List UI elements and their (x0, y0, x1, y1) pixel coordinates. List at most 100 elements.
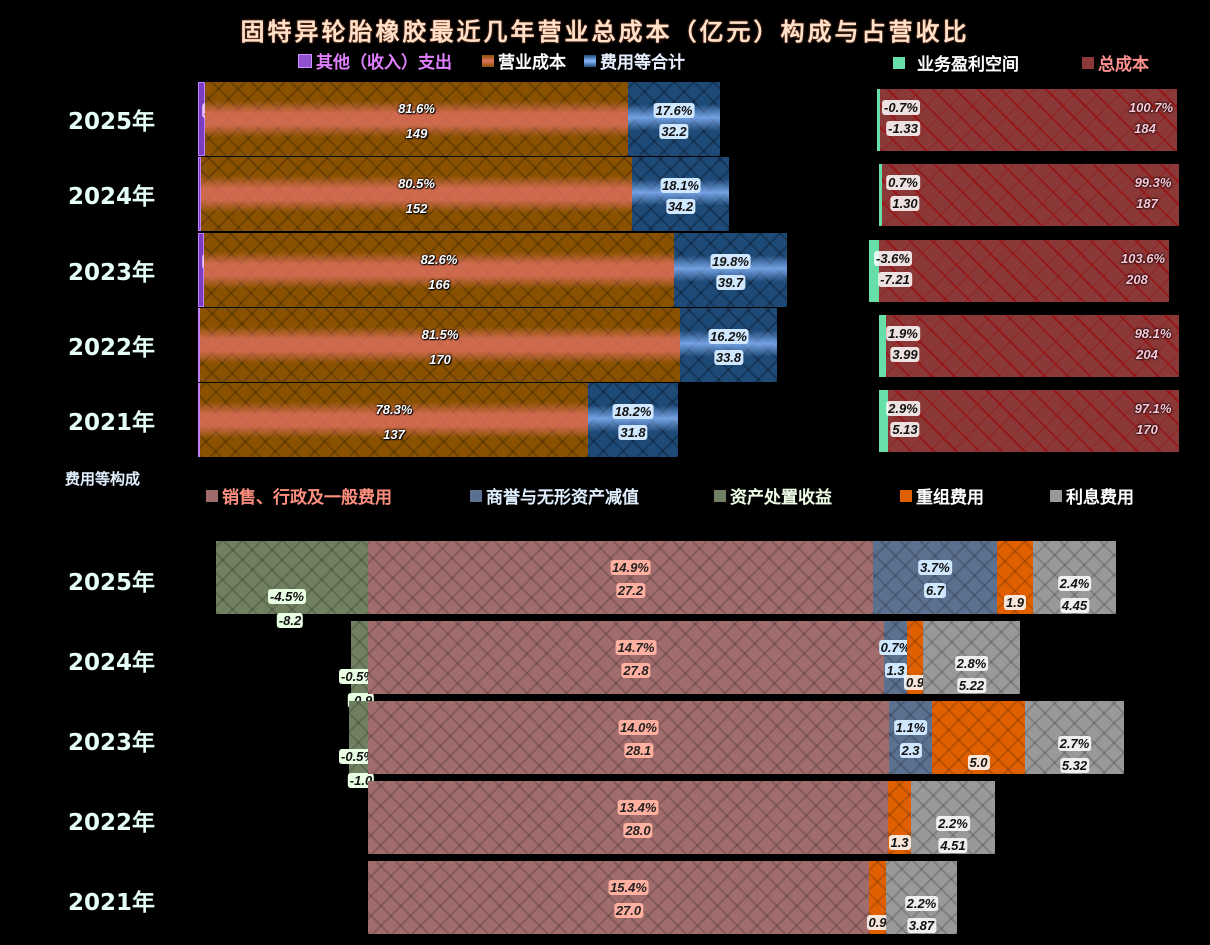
legend-disposal[interactable]: 资产处置收益 (714, 483, 832, 508)
bar-segment-goodwill[interactable] (889, 701, 932, 774)
legend-swatch-icon (1050, 489, 1062, 502)
legend-margin[interactable]: 业务盈利空间 (893, 50, 1019, 75)
legend-swatch-icon (206, 489, 218, 502)
bar-label-value: 28.0 (623, 823, 653, 838)
bar-label-value: -1.33 (886, 121, 920, 136)
bar-label-value: 34.2 (665, 199, 696, 214)
bar-segment-other[interactable] (198, 157, 201, 231)
legend-label: 其他（收入）支出 (316, 53, 452, 73)
bar-segment-sga[interactable] (368, 621, 884, 694)
legend-label: 营业成本 (498, 53, 566, 73)
legend-other[interactable]: 其他（收入）支出 (298, 48, 452, 73)
bar-label-pct: 81.6% (398, 101, 435, 116)
bar-label-pct: -0.7% (882, 100, 920, 115)
year-label: 2025年 (68, 109, 156, 135)
bar-label-value: 31.8 (618, 425, 648, 440)
bar-label-pct: 0.7% (886, 175, 920, 190)
bar-segment-margin[interactable] (877, 89, 880, 151)
legend-swatch-icon (584, 54, 596, 67)
year-label: 2025年 (68, 570, 156, 596)
legend-interest[interactable]: 利息费用 (1050, 483, 1134, 508)
legend-restructuring[interactable]: 重组费用 (900, 483, 984, 508)
bar-label-pct: 2.2% (936, 816, 970, 831)
bar-segment-opcost[interactable] (200, 383, 588, 457)
legend-swatch-icon (470, 489, 482, 502)
bar-label-value: 187 (1136, 196, 1158, 211)
bar-segment-other[interactable] (198, 82, 205, 156)
bar-segment-other[interactable] (198, 383, 200, 457)
bar-label-value: 1.9 (1003, 595, 1027, 610)
bar-label-pct: 80.5% (398, 176, 435, 191)
bar-label-value: 0.9 (903, 675, 927, 690)
bar-label-value: 6.7 (923, 583, 947, 598)
bar-segment-margin[interactable] (879, 390, 888, 452)
year-label: 2024年 (68, 184, 156, 210)
bar-segment-total[interactable] (879, 240, 1169, 302)
bar-label-pct: 18.1% (660, 178, 701, 193)
bar-label-pct: 16.2% (708, 329, 749, 344)
bar-label-value: 166 (428, 277, 450, 292)
bar-label-pct: 15.4% (608, 880, 649, 895)
bar-label-pct: 0.7% (878, 640, 913, 655)
year-label: 2023年 (68, 730, 156, 756)
bar-segment-opcost[interactable] (205, 82, 628, 156)
bar-label-pct: 2.8% (954, 656, 989, 671)
section-label: 费用等构成 (65, 470, 141, 488)
bar-segment-sga[interactable] (368, 781, 888, 854)
bar-label-pct: 97.1% (1134, 401, 1172, 416)
bar-label-pct: 2.2% (904, 896, 939, 911)
bar-label-value: 3.99 (890, 347, 920, 362)
bar-segment-sga[interactable] (368, 541, 873, 614)
bar-label-pct: 81.5% (421, 327, 459, 342)
bar-segment-opcost[interactable] (201, 157, 632, 231)
bar-label-pct: 2.9% (886, 401, 920, 416)
bar-segment-total[interactable] (886, 315, 1179, 377)
bar-label-pct: 1.1% (893, 720, 928, 735)
bar-segment-fees[interactable] (588, 383, 678, 457)
bar-segment-sga[interactable] (368, 701, 889, 774)
bar-segment-total[interactable] (880, 89, 1177, 151)
bar-segment-fees[interactable] (628, 82, 720, 156)
bar-segment-goodwill[interactable] (873, 541, 997, 614)
bar-segment-other[interactable] (198, 233, 204, 307)
legend-label: 费用等合计 (600, 53, 685, 73)
bar-label-value: 5.22 (956, 678, 987, 693)
legend-fees[interactable]: 费用等合计 (584, 48, 685, 73)
bar-segment-total[interactable] (882, 164, 1179, 226)
bar-label-value: 3.87 (906, 918, 937, 933)
bar-segment-margin[interactable] (879, 164, 882, 226)
bar-segment-fees[interactable] (632, 157, 729, 231)
legend-label: 资产处置收益 (730, 488, 832, 508)
legend-total[interactable]: 总成本 (1082, 50, 1149, 75)
bar-label-pct: 13.4% (617, 800, 659, 815)
legend-label: 总成本 (1098, 55, 1149, 75)
legend-swatch-icon (1082, 56, 1094, 69)
bar-label-value: 27.0 (613, 903, 644, 918)
legend-opcost[interactable]: 营业成本 (482, 48, 566, 73)
bar-label-pct: 3.7% (918, 560, 952, 575)
bar-segment-total[interactable] (888, 390, 1179, 452)
bar-label-pct: 1.9% (886, 326, 920, 341)
bar-segment-margin[interactable] (869, 240, 879, 302)
bar-label-value: 5.0 (967, 755, 990, 770)
bar-label-value: 152 (405, 201, 428, 216)
legend-swatch-icon (714, 489, 726, 502)
legend-goodwill[interactable]: 商誉与无形资产减值 (470, 483, 639, 508)
year-label: 2024年 (68, 650, 156, 676)
legend-sga[interactable]: 销售、行政及一般费用 (206, 483, 392, 508)
bar-label-pct: 78.3% (375, 402, 413, 417)
bar-segment-other[interactable] (198, 308, 200, 382)
bar-segment-disposal[interactable] (216, 541, 368, 614)
bar-segment-margin[interactable] (879, 315, 886, 377)
bar-segment-opcost[interactable] (204, 233, 674, 307)
bar-label-value: 204 (1136, 347, 1158, 362)
bar-segment-sga[interactable] (368, 861, 869, 934)
bar-segment-fees[interactable] (680, 308, 777, 382)
legend-swatch-icon (900, 489, 912, 502)
bar-segment-opcost[interactable] (200, 308, 680, 382)
year-label: 2021年 (68, 890, 156, 916)
bar-segment-fees[interactable] (674, 233, 787, 307)
legend-label: 利息费用 (1066, 488, 1134, 508)
bar-label-value: 184 (1134, 121, 1156, 136)
bar-label-pct: 82.6% (420, 252, 458, 267)
